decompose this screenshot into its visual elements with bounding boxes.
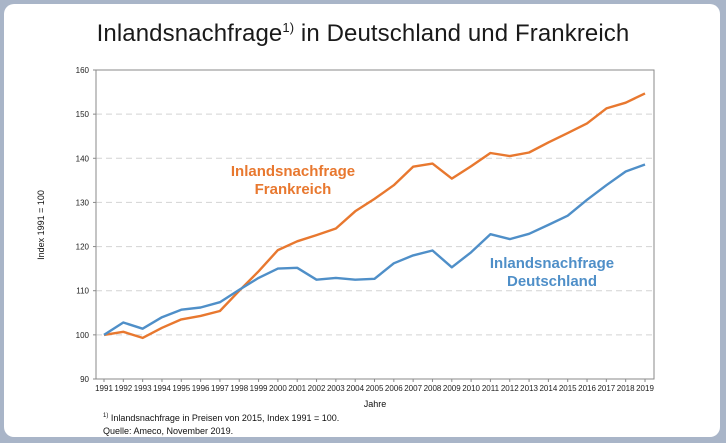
- x-tick-label: 1991: [95, 384, 113, 393]
- y-tick-labels: 90 100 110 120 130 140 150 160: [76, 66, 90, 384]
- y-tick-label: 110: [76, 287, 89, 296]
- x-tick-label: 2003: [327, 384, 345, 393]
- footnote-1: 1) Inlandsnachfrage in Preisen von 2015,…: [103, 413, 339, 423]
- y-tick-label: 120: [76, 243, 90, 252]
- x-tick-label: 2011: [482, 384, 500, 393]
- series-label-0-line-1: Frankreich: [255, 181, 332, 198]
- x-axis-label: Jahre: [364, 399, 387, 409]
- source-note: Quelle: Ameco, November 2019.: [103, 426, 234, 436]
- series-labels: InlandsnachfrageFrankreichInlandsnachfra…: [231, 163, 614, 290]
- y-tick-label: 160: [76, 66, 90, 75]
- y-tick-label: 100: [76, 331, 90, 340]
- y-tick-label: 90: [80, 375, 89, 384]
- x-tick-label: 2017: [597, 384, 615, 393]
- x-tick-label: 1995: [172, 384, 190, 393]
- x-tick-label: 2014: [539, 384, 557, 393]
- footnote-text: Inlandsnachfrage in Preisen von 2015, In…: [108, 413, 340, 423]
- series-label-1-line-1: Deutschland: [507, 273, 597, 290]
- title-rest: in Deutschland und Frankreich: [294, 20, 630, 47]
- x-tick-label: 2006: [385, 384, 403, 393]
- x-tick-label: 1996: [192, 384, 210, 393]
- x-tick-label: 2007: [404, 384, 422, 393]
- x-tick-label: 2018: [617, 384, 635, 393]
- x-tick-label: 2016: [578, 384, 596, 393]
- x-tick-label: 2001: [288, 384, 306, 393]
- x-tick-label: 2005: [366, 384, 384, 393]
- x-tick-label: 1994: [153, 384, 171, 393]
- axes: [93, 69, 655, 382]
- x-tick-labels: 1991 1992 1993 1994 1995 1996 1997 1998 1999 2000…: [95, 384, 654, 393]
- chart-title: Inlandsnachfrage1) in Deutschland und Fr…: [0, 20, 726, 48]
- x-tick-label: 2004: [346, 384, 364, 393]
- x-tick-label: 2010: [462, 384, 480, 393]
- x-tick-label: 1992: [114, 384, 132, 393]
- x-tick-label: 2002: [308, 384, 326, 393]
- series-label-0-line-0: Inlandsnachfrage: [231, 163, 355, 180]
- series-label-1-line-0: Inlandsnachfrage: [490, 255, 614, 272]
- title-main: Inlandsnachfrage: [96, 20, 283, 47]
- x-tick-label: 2000: [269, 384, 287, 393]
- x-tick-label: 1997: [211, 384, 229, 393]
- x-tick-label: 1993: [134, 384, 152, 393]
- y-tick-label: 130: [76, 198, 90, 207]
- series-lines: [103, 92, 646, 340]
- x-tick-label: 1999: [250, 384, 268, 393]
- title-footnote-mark: 1): [282, 20, 295, 35]
- series-line-0: [103, 92, 646, 340]
- y-tick-label: 140: [76, 154, 90, 163]
- x-tick-label: 2019: [636, 384, 654, 393]
- x-tick-label: 2008: [424, 384, 442, 393]
- plot-frame: [95, 69, 655, 380]
- footnote-mark: 1): [103, 413, 109, 419]
- x-tick-label: 1998: [230, 384, 248, 393]
- chart-card: [4, 4, 720, 437]
- x-tick-label: 2013: [520, 384, 538, 393]
- y-tick-label: 150: [76, 110, 90, 119]
- x-tick-label: 2015: [559, 384, 577, 393]
- x-tick-label: 2012: [501, 384, 519, 393]
- x-tick-label: 2009: [443, 384, 461, 393]
- series-line-1: [103, 163, 646, 336]
- y-axis-label: Index 1991 = 100: [36, 190, 46, 260]
- gridlines: [96, 113, 654, 336]
